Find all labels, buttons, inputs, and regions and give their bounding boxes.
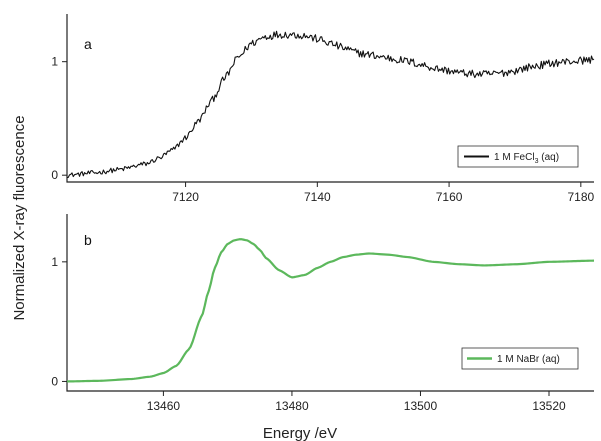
panel-a-axes: [66, 14, 594, 183]
panel-b-y-tick-label: 0: [51, 374, 58, 388]
panel-a-x-tick-label: 7180: [567, 190, 594, 204]
panel-a-y-tick-label: 0: [51, 168, 58, 182]
panel-a-x-tick-label: 7160: [436, 190, 463, 204]
panel-b-x-tick-label: 13520: [532, 399, 566, 413]
panel-b-x-tick-label: 13480: [275, 399, 309, 413]
panel-b-x-tick-label: 13460: [147, 399, 181, 413]
panel-b-series-line: [66, 238, 595, 383]
panel-b-axes: [66, 214, 594, 392]
panel-b-label: b: [84, 232, 92, 248]
panel-a-x-tick-label: 7140: [304, 190, 331, 204]
panel-b-y-tick-label: 1: [51, 255, 58, 269]
panel-a-y-tick-label: 1: [51, 55, 58, 69]
panel-a-series-line: [66, 30, 595, 179]
panel-a-legend: 1 M FeCl3 (aq): [457, 145, 579, 168]
panel-b-legend: 1 M NaBr (aq): [461, 347, 579, 370]
panel-b-legend-box: [461, 347, 579, 370]
y-axis-title: Normalized X-ray fluorescence: [11, 115, 28, 320]
panel-a-legend-label: 1 M FeCl3 (aq): [494, 152, 559, 165]
panel-a-label: a: [84, 36, 92, 52]
panel-a-x-tick-label: 7120: [172, 190, 199, 204]
panel-b-legend-label: 1 M NaBr (aq): [497, 354, 560, 365]
panel-a: 7120 7140 7160 7180 0 1 a 1 M FeCl3 (aq): [51, 14, 594, 204]
panel-b: 13460 13480 13500 13520 0 1 b 1 M NaBr (aq): [51, 214, 595, 413]
panel-a-legend-box: [457, 145, 579, 168]
panel-b-x-tick-label: 13500: [404, 399, 438, 413]
panel-b-plot-area: 13460 13480 13500 13520 0 1: [51, 214, 595, 413]
panel-a-plot-area: 7120 7140 7160 7180 0 1: [51, 14, 594, 204]
x-axis-title: Energy /eV: [263, 425, 337, 441]
